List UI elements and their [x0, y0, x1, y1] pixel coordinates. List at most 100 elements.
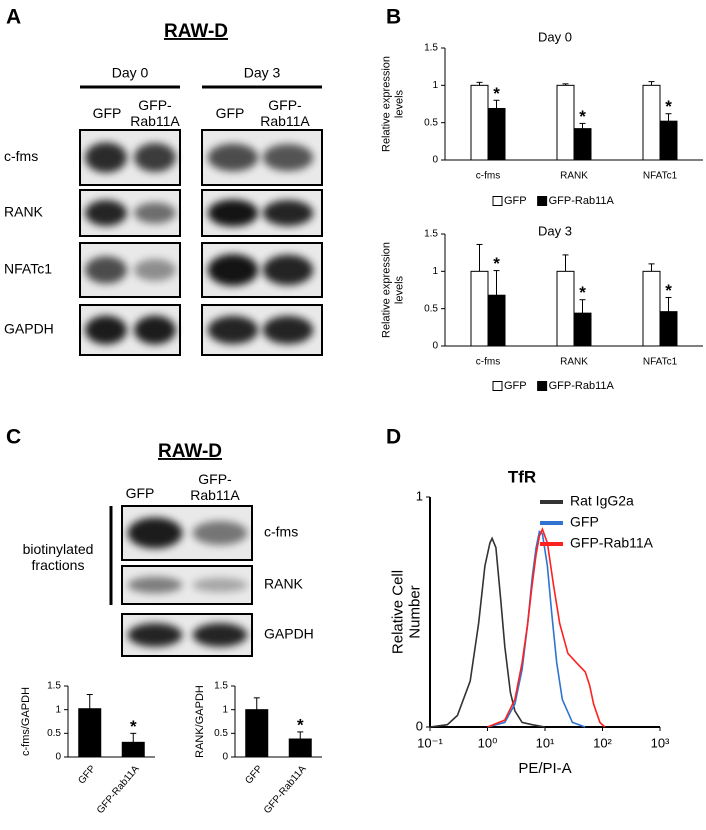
bar: [556, 84, 575, 161]
bar: [78, 708, 102, 758]
y-tick-label: 1.5: [214, 681, 228, 692]
blot-frame: [121, 505, 253, 561]
x-tick-label: GFP-Rab11A: [262, 763, 309, 816]
lane-label: GFP: [216, 105, 245, 121]
significance-marker: *: [297, 715, 304, 734]
blot-band: [134, 315, 176, 345]
x-tick-label: NFATc1: [643, 171, 678, 182]
y-tick-label: 1.5: [47, 681, 61, 692]
blot-frame: [201, 304, 323, 356]
blot-band: [85, 200, 127, 226]
legend-label: GFP-Rab11A: [570, 535, 654, 551]
blot-title: RAW-D: [164, 21, 228, 42]
legend-label: GFP-Rab11A: [549, 380, 615, 392]
blot-frame: [201, 189, 323, 237]
legend-swatch: [537, 196, 548, 206]
lane-label: GFP: [93, 105, 122, 121]
blot-frame: [79, 129, 181, 186]
blot-frame: [121, 565, 253, 605]
bar: [470, 84, 489, 161]
blot-band: [127, 576, 183, 594]
bar: [487, 294, 506, 347]
legend-swatch: [492, 196, 503, 206]
blot-title: RAW-D: [158, 441, 222, 462]
y-axis-label: Relative expressionlevels: [381, 56, 406, 152]
blot-band: [262, 254, 314, 286]
y-axis-label: Relative expressionlevels: [381, 242, 406, 338]
row-label: RANK: [4, 204, 44, 220]
y-tick-label: 0: [416, 718, 423, 733]
row-label: RANK: [264, 576, 304, 592]
blot-band: [207, 254, 259, 286]
lane-label: GFP-Rab11A: [190, 471, 240, 503]
lane-label: GFP-Rab11A: [130, 97, 180, 129]
blot-band: [192, 521, 248, 545]
bar: [573, 312, 592, 347]
blot-band: [85, 315, 127, 345]
x-tick-label: RANK: [560, 357, 588, 368]
blot-band: [207, 315, 259, 345]
x-tick-label: 10⁻¹: [417, 735, 443, 750]
row-label: NFATc1: [4, 261, 52, 277]
chart-title: TfR: [508, 467, 536, 486]
lane-label: GFP-Rab11A: [260, 97, 310, 129]
bar: [642, 84, 661, 161]
x-axis-label: PE/PI-A: [518, 760, 571, 777]
x-tick-label: RANK: [560, 171, 588, 182]
histogram-curve: [429, 536, 546, 728]
blot-band: [262, 143, 314, 172]
chart-title: Day 0: [538, 29, 572, 44]
row-label: GAPDH: [4, 321, 54, 337]
row-label: c-fms: [264, 524, 298, 540]
y-tick-label: 1: [416, 488, 423, 503]
blot-band: [207, 199, 259, 227]
y-tick-label: 0.5: [424, 117, 438, 128]
panel-label: D: [386, 426, 401, 449]
blot-frame: [201, 129, 323, 186]
blot-band: [192, 623, 248, 647]
legend-label: GFP: [570, 514, 599, 530]
legend-label: GFP: [504, 380, 527, 392]
blot-band: [85, 256, 127, 284]
significance-marker: *: [579, 283, 586, 302]
significance-marker: *: [665, 97, 672, 116]
blot-frame: [121, 613, 253, 657]
x-tick-label: 10¹: [536, 735, 555, 750]
chart-title: Day 3: [538, 223, 572, 238]
blot-frame: [79, 304, 181, 356]
x-tick-label: 10²: [593, 735, 612, 750]
y-tick-label: 0.5: [214, 728, 228, 739]
y-tick-label: 1.5: [424, 43, 438, 54]
x-tick-label: 10⁰: [478, 735, 498, 750]
bar: [642, 270, 661, 347]
y-axis-label: Relative CellNumber: [389, 570, 423, 654]
significance-marker: *: [579, 107, 586, 126]
y-tick-label: 0.5: [424, 303, 438, 314]
significance-marker: *: [130, 717, 137, 736]
y-axis-label: c-fms/GAPDH: [20, 687, 32, 756]
y-tick-label: 1: [222, 704, 228, 715]
histogram-curve: [487, 530, 586, 728]
blot-band: [262, 315, 314, 345]
significance-marker: *: [493, 84, 500, 103]
x-tick-label: GFP: [76, 763, 98, 786]
bar: [288, 738, 312, 758]
x-tick-label: c-fms: [476, 171, 500, 182]
bar: [245, 709, 269, 758]
x-tick-label: NFATc1: [643, 357, 678, 368]
blot-band: [127, 623, 183, 647]
y-tick-label: 1: [432, 80, 438, 91]
y-tick-label: 1: [55, 704, 61, 715]
bar: [659, 120, 678, 161]
bar: [659, 311, 678, 347]
blot-band: [127, 517, 183, 549]
blot-band: [262, 200, 314, 226]
legend-label: GFP: [504, 195, 527, 207]
panel-label: C: [6, 426, 21, 449]
bar: [470, 270, 489, 347]
blot-band: [85, 142, 127, 173]
x-tick-label: GFP: [243, 763, 265, 786]
blot-band: [207, 143, 259, 172]
